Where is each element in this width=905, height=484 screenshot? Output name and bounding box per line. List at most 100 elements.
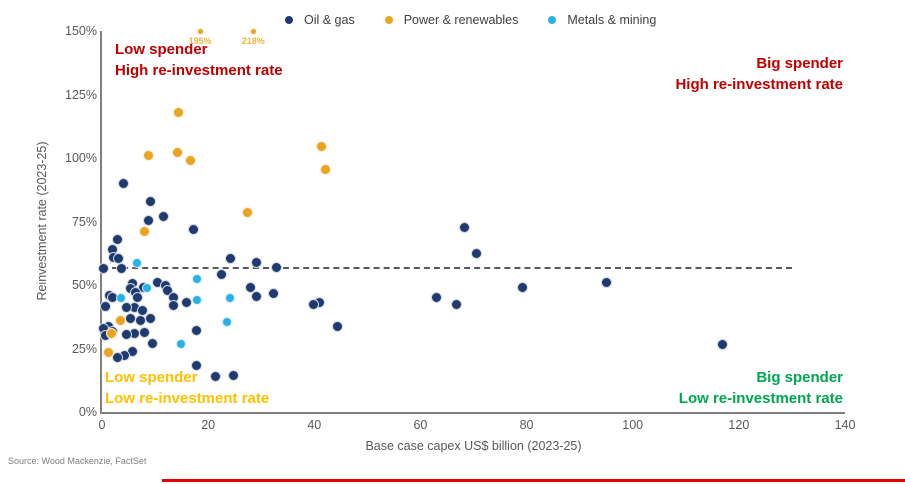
- data-point-oil-gas: [224, 252, 236, 264]
- quadrant-label-line: Low re-investment rate: [105, 390, 270, 407]
- y-axis-tick-label: 150%: [65, 24, 97, 38]
- data-point-power-renewables: [142, 149, 154, 161]
- data-point-oil-gas: [99, 301, 111, 313]
- data-point-oil-gas: [251, 256, 263, 268]
- data-point-oil-gas: [157, 210, 169, 222]
- legend-label: Metals & mining: [567, 13, 657, 27]
- y-axis-title: Reinvestment rate (2023-25): [35, 141, 49, 301]
- data-point-oil-gas: [121, 329, 133, 341]
- x-axis-title: Base case capex US$ billion (2023-25): [365, 439, 582, 453]
- oil-gas-legend-dot-icon: [285, 16, 293, 24]
- data-point-oil-gas: [717, 338, 729, 350]
- data-point-power-renewables: [242, 207, 254, 219]
- metals-mining-legend-dot-icon: [548, 16, 557, 24]
- chart-legend: Oil & gas Power & renewables Metals & mi…: [285, 13, 656, 27]
- data-point-metals-mining: [132, 258, 143, 269]
- legend-item-power-renewables: Power & renewables: [384, 13, 519, 27]
- data-point-power-renewables: [114, 315, 126, 327]
- power-renewables-legend-dot-icon: [384, 16, 393, 24]
- y-axis-tick-label: 75%: [71, 214, 97, 229]
- data-point-oil-gas: [187, 223, 199, 235]
- plot-area: Low spender High re-investment rate Big …: [97, 27, 845, 414]
- data-point-power-renewables: [139, 226, 151, 238]
- data-point-oil-gas: [227, 369, 239, 381]
- data-point-oil-gas: [142, 214, 154, 226]
- source-attribution: Source: Wood Mackenzie, FactSet: [8, 456, 147, 466]
- data-point-power-renewables: [171, 147, 183, 159]
- data-point-oil-gas: [244, 282, 256, 294]
- legend-label: Power & renewables: [403, 13, 519, 27]
- quadrant-label-line: High re-investment rate: [675, 76, 843, 93]
- data-point-power-renewables: [103, 346, 115, 358]
- data-point-metals-mining: [176, 339, 187, 350]
- x-axis-tick-label: 60: [413, 418, 428, 432]
- data-point-oil-gas: [97, 262, 109, 274]
- data-point-oil-gas: [250, 290, 262, 302]
- y-axis-tick-label: 100%: [65, 151, 97, 165]
- data-point-oil-gas: [451, 298, 463, 310]
- y-axis-tick-labels: 0% 25% 50% 75% 100% 125% 150%: [40, 24, 97, 419]
- data-point-oil-gas: [144, 312, 156, 324]
- x-axis-tick-label: 140: [834, 418, 856, 432]
- data-point-oil-gas: [270, 261, 282, 273]
- x-axis-tick-label: 0: [98, 418, 106, 432]
- legend-item-metals-mining: Metals & mining: [548, 13, 656, 27]
- data-point-value-label: 218%: [241, 36, 265, 46]
- data-point-metals-mining: [224, 292, 235, 303]
- data-point-oil-gas: [117, 177, 129, 189]
- quadrant-label-line: Low re-investment rate: [678, 390, 843, 407]
- quadrant-label-top-right: Big spender High re-investment rate: [675, 53, 843, 95]
- x-axis-tick-label: 20: [201, 418, 216, 432]
- data-point-oil-gas: [146, 337, 158, 349]
- data-point-oil-gas: [181, 297, 193, 309]
- x-axis-tick-labels: 0 20 40 60 80 100 120 140: [98, 418, 856, 434]
- quadrant-label-line: High re-investment rate: [115, 62, 283, 79]
- y-axis-tick-label: 0%: [78, 405, 97, 419]
- data-point-oil-gas: [167, 299, 179, 311]
- legend-item-oil-gas: Oil & gas: [285, 13, 355, 27]
- data-point-oil-gas: [144, 195, 156, 207]
- x-axis-tick-label: 80: [519, 418, 534, 432]
- data-point-oil-gas: [190, 325, 202, 337]
- x-axis-tick-label: 120: [728, 418, 750, 432]
- data-point-metals-mining: [116, 292, 127, 303]
- data-point-oil-gas: [216, 269, 228, 281]
- data-point-value-label: 195%: [188, 36, 212, 46]
- data-point-oil-gas: [111, 352, 123, 364]
- data-point-oil-gas: [471, 247, 483, 259]
- quadrant-label-line: Big spender: [756, 55, 843, 72]
- data-point-oil-gas: [516, 282, 528, 294]
- data-point-oil-gas: [112, 233, 124, 245]
- data-point-oil-gas: [134, 315, 146, 327]
- quadrant-label-bottom-right: Big spender Low re-investment rate: [679, 367, 843, 409]
- quadrant-label-bottom-left: Low spender Low re-investment rate: [105, 367, 269, 409]
- average-reference-line: [102, 267, 792, 270]
- data-point-power-renewables: [184, 155, 196, 167]
- quadrant-label-line: Low spender: [105, 369, 198, 386]
- data-point-power-renewables: [173, 106, 185, 118]
- footer-rule: [162, 479, 905, 482]
- data-point-power-renewables: [196, 27, 204, 35]
- data-point-oil-gas: [307, 298, 319, 310]
- data-point-power-renewables: [249, 27, 257, 35]
- data-point-metals-mining: [191, 295, 202, 306]
- data-point-oil-gas: [209, 370, 221, 382]
- y-axis-tick-label: 125%: [65, 87, 97, 102]
- data-point-oil-gas: [115, 262, 127, 274]
- quadrant-label-line: Low spender: [115, 41, 208, 58]
- y-axis-tick-label: 50%: [71, 278, 97, 292]
- legend-label: Oil & gas: [304, 13, 355, 27]
- x-axis-tick-label: 100: [622, 418, 644, 432]
- data-point-oil-gas: [124, 312, 136, 324]
- data-point-oil-gas: [458, 222, 470, 234]
- data-point-oil-gas: [267, 288, 279, 300]
- data-point-metals-mining: [221, 316, 232, 327]
- data-point-oil-gas: [430, 292, 442, 304]
- data-point-metals-mining: [141, 282, 152, 293]
- data-point-power-renewables: [319, 163, 331, 175]
- data-point-oil-gas: [601, 276, 613, 288]
- data-point-oil-gas: [331, 321, 343, 333]
- data-point-power-renewables: [106, 327, 118, 339]
- y-axis-tick-label: 25%: [71, 341, 97, 356]
- data-point-oil-gas: [191, 359, 203, 371]
